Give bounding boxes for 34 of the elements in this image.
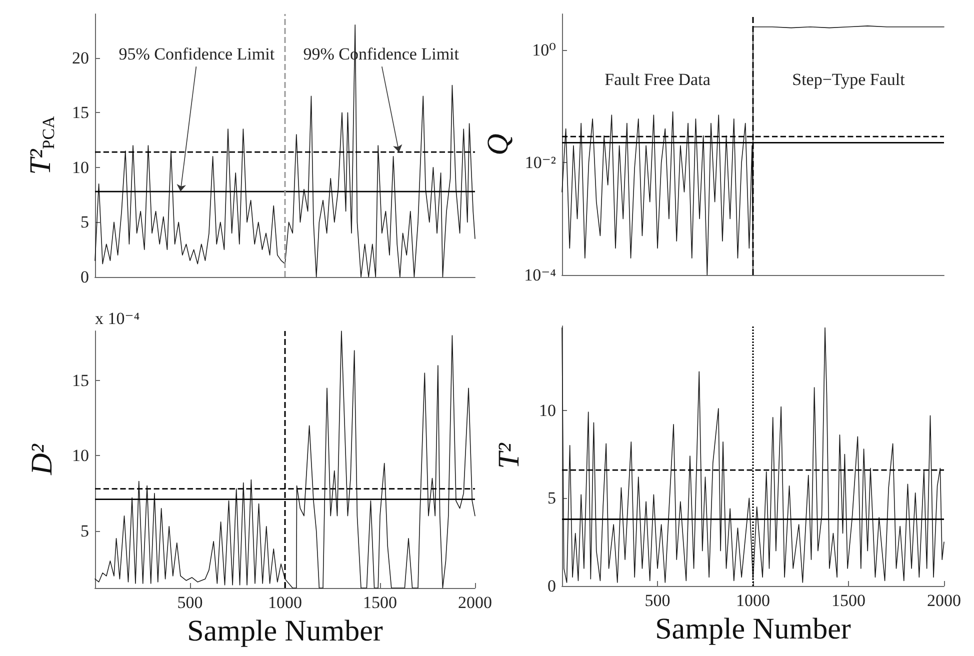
y-tick-label: 0 [548,576,556,596]
y-tick-label: 10⁻² [524,153,556,172]
y-axis-title: Q [482,133,515,156]
y-tick-label: 10 [72,158,89,177]
x-axis-title: Sample Number [655,612,851,646]
line-series [94,330,476,588]
y-tick-label: 10⁻⁴ [524,266,556,284]
x-tick-label: 1500 [363,593,397,612]
y-axis-title: T²PCA [24,115,58,175]
x-tick-label: 2000 [927,591,961,610]
y-tick-label: 20 [72,48,89,68]
x-tick-label: 1500 [832,591,866,610]
annotation: Step−Type Fault [792,70,906,89]
x-tick-label: 500 [177,593,203,612]
y-tick-label: 15 [72,371,89,390]
line-series [562,327,944,583]
x-axis-title: Sample Number [187,614,383,648]
y-tick-label: 10 [539,400,556,420]
y-tick-label: 0 [80,268,89,286]
text: x 10⁻⁴ [95,309,140,328]
y-tick-label: 5 [548,488,556,508]
y-tick-label: 5 [80,212,89,232]
x-tick-label: 1000 [268,593,302,612]
y-axis-title: D² [26,443,58,476]
x-tick-label: 1000 [736,591,770,610]
y-tick-label: 5 [80,521,89,540]
annotation: Fault Free Data [604,70,711,89]
x-tick-label: 2000 [458,593,492,612]
annotation: 95% Confidence Limit [118,44,275,64]
x-tick-label: 500 [644,591,670,610]
y-tick-label: 15 [72,103,89,122]
y-axis-title: T² [492,442,526,469]
y-tick-label: 10 [72,446,89,466]
y-tick-label: 10⁰ [532,40,556,60]
